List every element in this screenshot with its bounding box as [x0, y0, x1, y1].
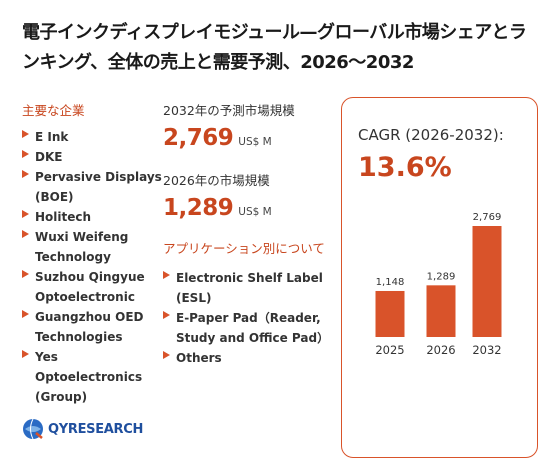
bar-2026: [426, 285, 456, 337]
market-2032-value: 2,769: [163, 125, 234, 151]
cagr-card: CAGR (2026-2032): 13.6% 1,148 2025 1,289 20…: [341, 97, 538, 458]
bullet-arrow-icon: [163, 271, 170, 279]
application-item: Others: [163, 348, 338, 368]
companies-heading: 主要な企業: [22, 103, 85, 118]
company-item: Pervasive Displays (BOE): [22, 167, 162, 207]
company-item: Suzhou Qingyue Optoelectronic: [22, 267, 162, 307]
market-2026-label: 2026年の市場規模: [163, 173, 270, 188]
logo-text: QYRESEARCH: [48, 421, 144, 437]
bar-value-label: 2,769: [473, 212, 502, 223]
company-item: Wuxi Weifeng Technology: [22, 227, 162, 267]
market-2032-unit: US$ M: [238, 136, 272, 148]
logo: QYRESEARCH: [22, 418, 143, 440]
bullet-arrow-icon: [22, 150, 29, 158]
market-bar-chart: 1,148 2025 1,289 2026 2,769 2032: [375, 212, 502, 357]
bar-value-label: 1,148: [376, 277, 405, 288]
category-tick-label: 2025: [375, 343, 404, 357]
bullet-arrow-icon: [22, 270, 29, 278]
bar-2025: [375, 290, 405, 337]
market-2026-value: 1,289: [163, 195, 234, 221]
application-item: E-Paper Pad（Reader, Study and Office Pad…: [163, 308, 338, 348]
globe-logo-icon: [23, 418, 43, 440]
bullet-arrow-icon: [22, 230, 29, 238]
category-tick-label: 2032: [472, 343, 501, 357]
market-2026-unit: US$ M: [238, 206, 272, 218]
company-item: Yes Optoelectronics (Group): [22, 347, 162, 407]
company-list: E Ink DKE Pervasive Displays (BOE) Holit…: [22, 127, 162, 407]
bar-2032: [472, 226, 502, 337]
company-item: Holitech: [22, 207, 162, 227]
bullet-arrow-icon: [22, 350, 29, 358]
company-item: E Ink: [22, 127, 162, 147]
market-2032-label: 2032年の予測市場規模: [163, 103, 295, 118]
application-item: Electronic Shelf Label (ESL): [163, 268, 338, 308]
company-item: DKE: [22, 147, 162, 167]
bullet-arrow-icon: [22, 210, 29, 218]
bullet-arrow-icon: [163, 351, 170, 359]
cagr-value: 13.6%: [358, 152, 452, 183]
market-2032-block: 2032年の予測市場規模 2,769 US$ M: [163, 100, 343, 151]
page-title: 電子インクディスプレイモジュール—グローバル市場シェアとランキング、全体の売上と…: [22, 22, 527, 73]
bullet-arrow-icon: [22, 310, 29, 318]
bullet-arrow-icon: [22, 170, 29, 178]
cagr-label: CAGR (2026-2032):: [358, 126, 504, 144]
applications-heading: アプリケーション別について: [163, 241, 325, 256]
bullet-arrow-icon: [163, 311, 170, 319]
category-tick-label: 2026: [426, 343, 455, 357]
company-item: Guangzhou OED Technologies: [22, 307, 162, 347]
market-2026-block: 2026年の市場規模 1,289 US$ M: [163, 170, 272, 221]
bar-value-label: 1,289: [427, 271, 456, 282]
bullet-arrow-icon: [22, 130, 29, 138]
application-list: Electronic Shelf Label (ESL) E-Paper Pad…: [163, 268, 338, 368]
